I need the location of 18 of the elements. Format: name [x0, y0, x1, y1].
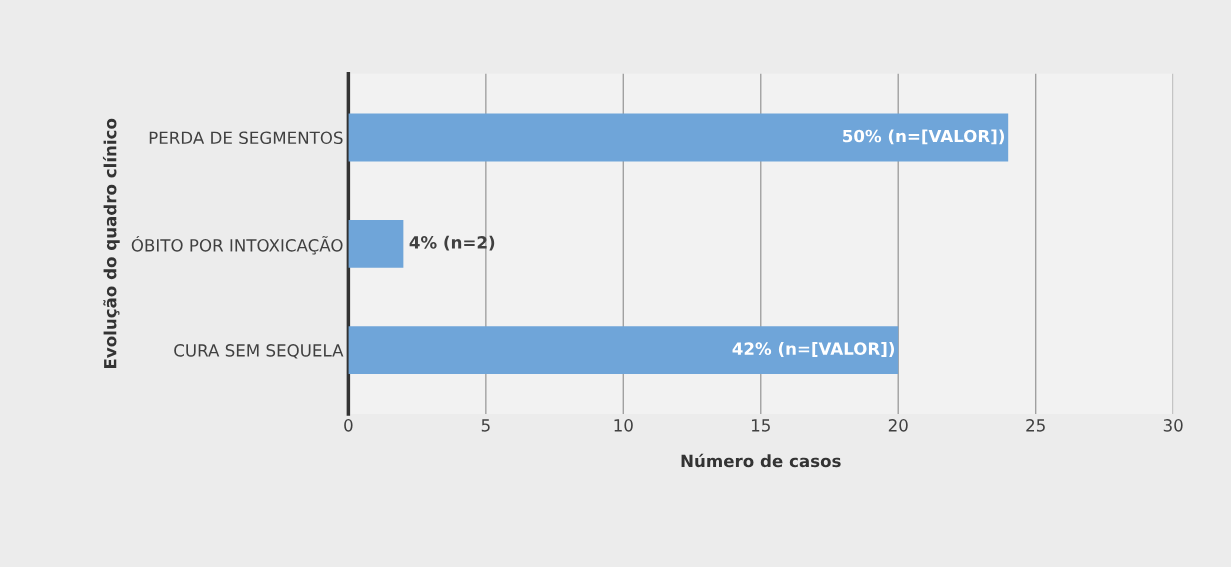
- annotation: 42% (n=[VALOR]): [732, 342, 895, 357]
- y-axis-title: Evolução do quadro clínico: [102, 118, 120, 369]
- x-tick-label: 10: [614, 419, 633, 432]
- x-tick-label: 15: [751, 419, 770, 432]
- annotation: 4% (n=2): [409, 235, 495, 251]
- y-tick-label: PERDA DE SEGMENTOS: [149, 131, 343, 145]
- bar: [348, 326, 899, 375]
- y-tick-label: ÓBITO POR INTOXICAÇÃO: [131, 235, 343, 255]
- bar: [348, 113, 1009, 162]
- x-axis-title: Número de casos: [681, 453, 841, 468]
- x-tick-label: 5: [481, 419, 490, 432]
- annotation: 50% (n=[VALOR]): [843, 129, 1005, 145]
- x-tick-label: 0: [344, 419, 353, 432]
- bar: [348, 219, 404, 268]
- x-tick-label: 30: [1163, 419, 1183, 432]
- y-tick-label: CURA SEM SEQUELA: [174, 344, 344, 359]
- x-tick-label: 20: [888, 419, 908, 432]
- x-tick-label: 25: [1026, 419, 1045, 432]
